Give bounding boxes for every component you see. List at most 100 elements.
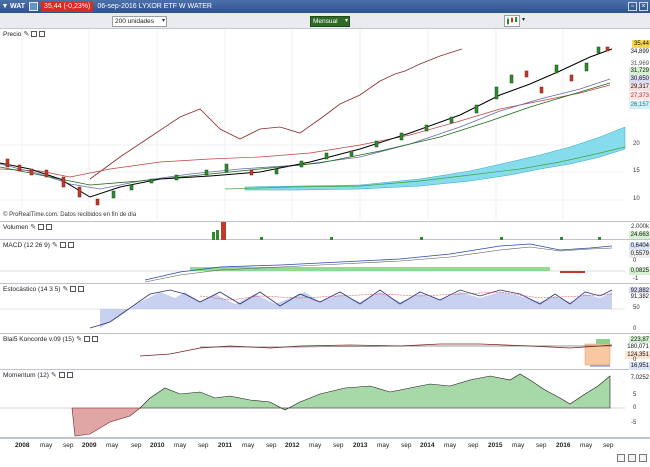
units-select[interactable]: 200 unidades ▾	[112, 16, 167, 27]
zoom-in-icon[interactable]	[617, 454, 625, 462]
maximize-icon[interactable]	[59, 242, 66, 248]
time-axis-label: sep	[603, 442, 614, 449]
time-axis-label: 2013	[353, 442, 368, 449]
momentum-scale-label: 5	[633, 392, 637, 398]
stochastic-chart	[0, 289, 625, 329]
koncorde-tag: 223,87	[628, 336, 650, 344]
close-panel-icon[interactable]	[46, 224, 53, 230]
wrench-icon[interactable]: ✎	[51, 242, 58, 249]
time-axis-label: sep	[536, 442, 547, 449]
wrench-icon[interactable]: ✎	[30, 224, 37, 231]
chart-window-icon[interactable]	[29, 2, 39, 11]
koncorde-scale-label: 0	[633, 357, 637, 363]
momentum-scale-label: 0	[633, 405, 637, 411]
time-axis: 2008 may sep 2009 may sep 2010 may sep 2…	[0, 438, 650, 467]
chevron-down-icon[interactable]: ▾	[522, 17, 526, 23]
maximize-icon[interactable]	[38, 224, 45, 230]
ma-tag: 34,899	[628, 48, 650, 56]
time-axis-label: 2009	[82, 442, 97, 449]
time-axis-label: may	[377, 442, 390, 449]
ma-tag: 31,969	[628, 60, 650, 68]
price-scale-label: 20	[633, 141, 640, 147]
volume-panel[interactable]: Volumen ✎ 2.000k 24.663	[0, 222, 650, 240]
momentum-scale-label: -5	[631, 420, 637, 426]
time-axis-label: 2016	[556, 442, 571, 449]
ma-tag: 26,157	[628, 101, 650, 109]
settings-icon[interactable]	[639, 454, 647, 462]
price-change-badge: 35,44 (-0,23%)	[41, 1, 94, 12]
time-axis-label: sep	[131, 442, 142, 449]
koncorde-tag: 16,951	[628, 362, 650, 370]
chevron-down-icon: ▾	[344, 18, 348, 24]
maximize-icon[interactable]	[58, 372, 65, 378]
macd-panel-label: MACD (12 26 9)	[3, 241, 50, 249]
macd-scale-label: 0	[633, 258, 637, 264]
period-value: Mensual	[313, 18, 338, 25]
time-axis-label: sep	[333, 442, 344, 449]
zoom-out-icon[interactable]	[628, 454, 636, 462]
stochastic-panel-header: Estocástico (14 3 5) ✎	[3, 285, 85, 293]
ma-tag: 30,650	[628, 75, 650, 83]
wrench-icon[interactable]: ✎	[23, 31, 30, 38]
stochastic-tag: 92,882	[628, 287, 650, 295]
macd-tag: 0,6404	[628, 242, 650, 250]
wrench-icon[interactable]: ✎	[50, 372, 57, 379]
dropdown-arrow-icon[interactable]: ▼	[1, 3, 9, 10]
momentum-chart	[0, 373, 625, 437]
volume-panel-header: Volumen ✎	[3, 223, 53, 231]
close-panel-icon[interactable]	[78, 286, 85, 292]
macd-panel-header: MACD (12 26 9) ✎	[3, 241, 74, 249]
price-panel-label: Precio	[3, 30, 22, 38]
maximize-icon[interactable]	[31, 31, 38, 37]
restore-icon[interactable]: ▫	[628, 2, 637, 11]
momentum-panel[interactable]: Momentum (12) ✎ 7,0252 5 0 -5	[0, 370, 650, 438]
stochastic-panel-label: Estocástico (14 3 5)	[3, 285, 61, 293]
koncorde-panel-label: Blai5 Koncorde v.09 (15)	[3, 335, 75, 343]
close-panel-icon[interactable]	[39, 31, 46, 37]
time-axis-label: 2015	[488, 442, 503, 449]
price-chart	[0, 29, 626, 222]
chevron-down-icon: ▾	[161, 18, 165, 24]
time-axis-label: 2011	[218, 442, 233, 449]
units-value: 200 unidades	[115, 18, 155, 25]
volume-panel-label: Volumen	[3, 223, 29, 231]
momentum-panel-header: Momentum (12) ✎	[3, 371, 73, 379]
koncorde-chart	[139, 339, 613, 367]
macd-tag: 0,0825	[628, 267, 650, 275]
symbol-label[interactable]: WAT	[10, 3, 26, 10]
period-select[interactable]: Mensual ▾	[310, 16, 350, 27]
maximize-icon[interactable]	[70, 286, 77, 292]
time-axis-label: sep	[468, 442, 479, 449]
data-source-notice: © ProRealTime.com. Datos recibidos en fi…	[3, 212, 137, 218]
close-panel-icon[interactable]	[67, 242, 74, 248]
last-price-tag: 35,44	[631, 40, 650, 48]
price-scale-label: 10	[633, 196, 640, 202]
time-axis-label: may	[580, 442, 593, 449]
wrench-icon[interactable]: ✎	[62, 286, 69, 293]
time-axis-label: 2010	[150, 442, 165, 449]
close-icon[interactable]: ×	[639, 2, 648, 11]
close-panel-icon[interactable]	[91, 336, 98, 342]
chart-type-icon[interactable]	[504, 15, 520, 27]
time-axis-label: may	[40, 442, 53, 449]
volume-scale-label: 2.000k	[631, 224, 650, 230]
macd-scale-label: -1	[633, 276, 639, 282]
stochastic-scale-label: 0	[633, 326, 637, 332]
ma-tag: 27,373	[628, 92, 650, 100]
price-panel[interactable]: Precio ✎	[0, 29, 650, 222]
stochastic-tag: 91,382	[628, 293, 650, 301]
ma-tag: 29,317	[628, 83, 650, 91]
window-titlebar: ▼ WAT 35,44 (-0,23%) 06-sep-2016 LYXOR E…	[0, 0, 650, 13]
koncorde-tag: 180,071	[625, 343, 650, 351]
wrench-icon[interactable]: ✎	[76, 336, 82, 343]
close-panel-icon[interactable]	[66, 372, 73, 378]
time-axis-label: may	[106, 442, 119, 449]
time-axis-label: may	[512, 442, 525, 449]
koncorde-panel[interactable]: Blai5 Koncorde v.09 (15) ✎ 223,87 180,07…	[0, 334, 650, 370]
maximize-icon[interactable]	[83, 336, 90, 342]
time-axis-label: 2008	[15, 442, 30, 449]
time-axis-label: sep	[63, 442, 74, 449]
stochastic-panel[interactable]: Estocástico (14 3 5) ✎ 92,882 91,382 50 …	[0, 284, 650, 334]
macd-panel[interactable]: MACD (12 26 9) ✎ 0,6404 0,5579 0 0,0825 …	[0, 240, 650, 284]
time-axis-label: sep	[401, 442, 412, 449]
